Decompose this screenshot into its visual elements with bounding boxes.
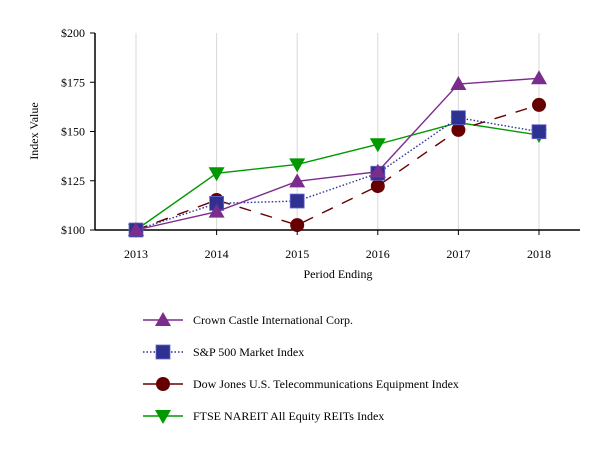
x-axis-ticks: 2013 2014 2015 2016 2017 2018	[124, 230, 551, 261]
gridlines	[135, 33, 540, 230]
legend-item: S&P 500 Market Index	[143, 344, 304, 360]
y-tick-label: $175	[61, 75, 85, 89]
x-tick-label: 2018	[527, 247, 551, 261]
legend-label: Dow Jones U.S. Telecommunications Equipm…	[193, 377, 459, 391]
series-line	[135, 77, 540, 231]
legend: Crown Castle International Corp. S&P 500 …	[143, 312, 459, 424]
data-point	[208, 203, 225, 218]
data-point	[290, 218, 305, 233]
legend-item: Dow Jones U.S. Telecommunications Equipm…	[143, 377, 459, 391]
data-point	[369, 163, 386, 178]
series-group	[128, 70, 547, 238]
y-axis-label: Index Value	[27, 102, 41, 159]
series-0	[128, 70, 547, 236]
data-point	[450, 110, 466, 126]
legend-marker	[155, 410, 171, 424]
data-point	[289, 193, 305, 209]
x-axis-label: Period Ending	[304, 267, 373, 281]
y-axis-ticks: $100 $125 $150 $175 $200	[61, 26, 95, 237]
data-point	[531, 124, 547, 140]
data-point	[531, 70, 547, 85]
legend-label: Crown Castle International Corp.	[193, 313, 353, 327]
data-point	[370, 179, 385, 194]
legend-marker	[156, 377, 170, 391]
data-point	[532, 97, 546, 112]
legend-item: Crown Castle International Corp.	[143, 312, 353, 327]
x-tick-label: 2016	[366, 247, 390, 261]
legend-marker	[155, 312, 171, 326]
x-tick-label: 2013	[124, 247, 148, 261]
y-tick-label: $150	[61, 125, 85, 139]
legend-label: FTSE NAREIT All Equity REITs Index	[193, 409, 384, 423]
x-tick-label: 2014	[205, 247, 229, 261]
legend-item: FTSE NAREIT All Equity REITs Index	[143, 409, 384, 424]
y-tick-label: $100	[61, 223, 85, 237]
series-line	[135, 104, 540, 231]
y-tick-label: $125	[61, 174, 85, 188]
data-point	[128, 222, 144, 236]
y-tick-label: $200	[61, 26, 85, 40]
data-point	[450, 76, 467, 91]
data-point	[369, 138, 386, 153]
data-point	[208, 167, 225, 182]
series-line	[135, 116, 540, 231]
series-line	[135, 121, 540, 231]
x-tick-label: 2015	[285, 247, 309, 261]
legend-marker	[155, 344, 171, 360]
data-point	[451, 122, 466, 137]
series-2	[129, 97, 546, 237]
x-tick-label: 2017	[446, 247, 470, 261]
legend-label: S&P 500 Market Index	[193, 345, 304, 359]
data-point	[289, 173, 306, 188]
axes	[94, 33, 580, 231]
series-3	[128, 116, 547, 238]
data-point	[289, 158, 306, 173]
